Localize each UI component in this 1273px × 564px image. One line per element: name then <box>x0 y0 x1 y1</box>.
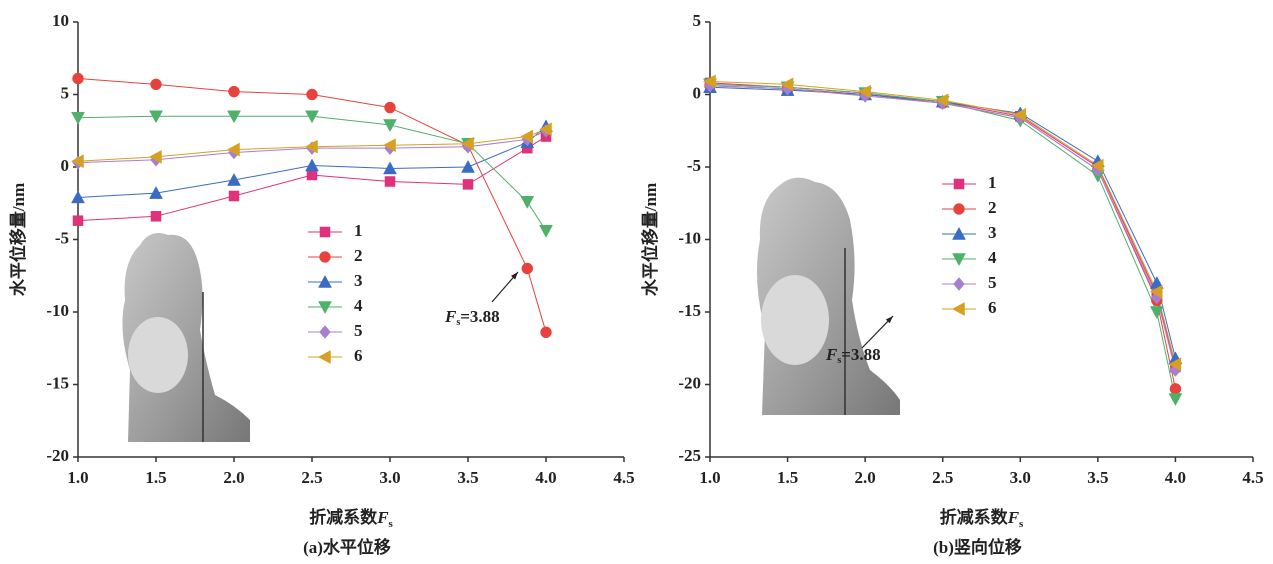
marker <box>384 119 397 131</box>
x-tick-label: 4.0 <box>535 468 556 487</box>
y-tick-label: -15 <box>46 373 69 392</box>
legend-marker <box>954 204 965 215</box>
x-tick-label: 2.0 <box>223 468 244 487</box>
marker <box>1170 383 1181 394</box>
marker <box>229 191 239 201</box>
legend-label: 6 <box>988 298 997 317</box>
legend-label: 2 <box>988 198 997 217</box>
legend-marker <box>319 351 331 364</box>
legend-label: 1 <box>354 221 363 240</box>
legend-label: 1 <box>988 173 997 192</box>
caption: (a)水平位移 <box>303 537 391 557</box>
statue-illustration <box>757 178 900 415</box>
marker <box>385 102 396 113</box>
x-tick-label: 1.5 <box>777 468 798 487</box>
x-tick-label: 2.5 <box>301 468 322 487</box>
marker <box>385 177 395 187</box>
legend-marker <box>320 252 331 263</box>
y-axis-label: 水平位移量/nm <box>640 183 660 296</box>
y-tick-label: -25 <box>678 446 701 465</box>
marker <box>306 159 319 171</box>
marker <box>540 225 553 237</box>
x-axis-label: 折减系数Fs <box>940 507 1024 530</box>
marker <box>307 170 317 180</box>
legend-marker <box>953 303 965 316</box>
marker <box>73 73 84 84</box>
statue-illustration <box>122 233 250 442</box>
annotation: Fs=3.88 <box>825 345 881 366</box>
marker <box>72 112 85 124</box>
legend-label: 2 <box>354 246 363 265</box>
x-axis-label-text: 折减系数 <box>940 507 1009 527</box>
x-tick-label: 2.0 <box>855 468 876 487</box>
legend-marker <box>954 179 964 189</box>
y-tick-label: -15 <box>678 301 701 320</box>
x-tick-label: 4.0 <box>1165 468 1186 487</box>
caption: (b)竖向位移 <box>933 537 1022 557</box>
y-tick-label: -5 <box>55 228 69 247</box>
x-tick-label: 1.0 <box>67 468 88 487</box>
x-tick-label: 3.0 <box>379 468 400 487</box>
annotation-text: =3.88 <box>460 307 499 326</box>
legend-label: 5 <box>988 273 997 292</box>
y-tick-label: -20 <box>678 373 701 392</box>
x-tick-label: 3.0 <box>1010 468 1031 487</box>
x-tick-label: 1.0 <box>699 468 720 487</box>
marker <box>307 89 318 100</box>
y-tick-label: 5 <box>693 11 702 30</box>
annotation-symbol: F <box>825 345 838 364</box>
marker <box>151 79 162 90</box>
y-tick-label: -5 <box>687 156 701 175</box>
legend-label: 3 <box>354 271 363 290</box>
legend-label: 3 <box>988 223 997 242</box>
y-tick-label: 0 <box>693 83 702 102</box>
annotation-symbol: F <box>444 307 457 326</box>
legend-marker <box>320 227 330 237</box>
y-tick-label: 10 <box>52 11 69 30</box>
y-tick-label: -10 <box>678 228 701 247</box>
x-tick-label: 2.5 <box>932 468 953 487</box>
x-tick-label: 4.5 <box>613 468 634 487</box>
page: {"chart_data": [ {"type": "line", "capti… <box>0 0 1273 564</box>
marker <box>463 179 473 189</box>
legend-label: 5 <box>354 321 363 340</box>
annotation: Fs=3.88 <box>444 307 500 328</box>
x-axis-label-subscript: s <box>389 518 394 530</box>
x-axis-label-text: 折减系数 <box>309 507 378 527</box>
x-axis-label-symbol: F <box>1007 508 1020 527</box>
x-tick-label: 1.5 <box>145 468 166 487</box>
y-axis-label: 水平位移量/nm <box>8 183 28 296</box>
marker <box>151 211 161 221</box>
legend-label: 4 <box>988 248 997 267</box>
x-axis-label-symbol: F <box>376 508 389 527</box>
x-axis-label: 折减系数Fs <box>309 507 393 530</box>
figure: -20-15-10-505101.01.52.02.53.03.54.04.5折… <box>0 0 1273 564</box>
y-tick-label: -20 <box>46 446 69 465</box>
legend-marker <box>320 326 331 339</box>
y-tick-label: 0 <box>61 156 70 175</box>
x-tick-label: 3.5 <box>1087 468 1108 487</box>
annotation-text: =3.88 <box>841 345 880 364</box>
legend-label: 4 <box>354 296 363 315</box>
marker <box>1169 394 1182 406</box>
marker <box>521 196 534 208</box>
legend-marker <box>954 278 965 291</box>
legend-label: 6 <box>354 346 363 365</box>
marker <box>541 327 552 338</box>
x-axis-label-subscript: s <box>1019 518 1024 530</box>
marker <box>73 216 83 226</box>
y-tick-label: -10 <box>46 301 69 320</box>
marker <box>229 86 240 97</box>
marker <box>462 161 475 173</box>
marker <box>522 263 533 274</box>
x-tick-label: 3.5 <box>457 468 478 487</box>
y-tick-label: 5 <box>61 83 70 102</box>
x-tick-label: 4.5 <box>1242 468 1263 487</box>
